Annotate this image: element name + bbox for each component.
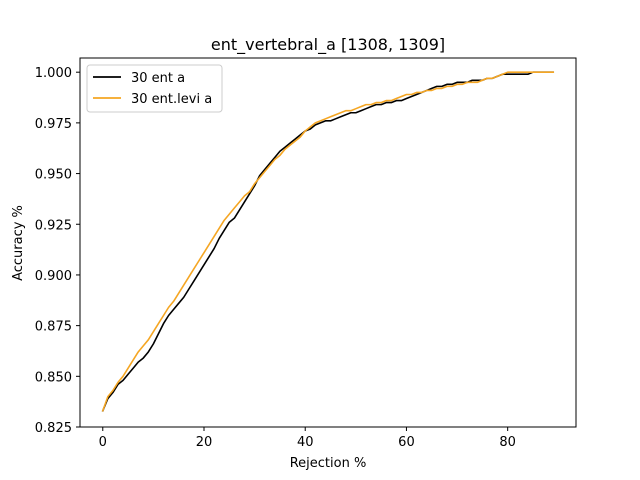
y-tick-label: 0.925 [35, 218, 72, 233]
legend-label-1: 30 ent a [131, 71, 185, 86]
series-line-2 [101, 71, 555, 412]
x-tick-label: 20 [196, 435, 213, 450]
axes-frame [79, 57, 577, 428]
x-tick-label: 80 [499, 435, 516, 450]
x-axis-label: Rejection % [290, 456, 367, 471]
x-tick-label: 60 [398, 435, 415, 450]
plot-area [101, 71, 555, 412]
legend: 30 ent a 30 ent.levi a [86, 64, 223, 113]
y-axis-label: Accuracy % [11, 205, 26, 281]
axes: 0 20 40 60 80 0.825 0.850 0.875 0.900 0.925 0.950 0… [35, 57, 577, 450]
y-tick-label: 0.875 [35, 320, 72, 335]
y-tick-label: 1.000 [35, 66, 72, 81]
x-tick-label: 0 [99, 435, 107, 450]
y-tick-label: 0.850 [35, 370, 72, 385]
legend-label-2: 30 ent.levi a [131, 92, 212, 107]
y-tick-label: 0.900 [35, 269, 72, 284]
y-tick-label: 0.975 [35, 117, 72, 132]
x-tick-label: 40 [297, 435, 314, 450]
series-line-1 [101, 71, 555, 412]
chart-title: ent_vertebral_a [1308, 1309] [211, 35, 445, 55]
y-tick-label: 0.950 [35, 168, 72, 183]
y-tick-label: 0.825 [35, 421, 72, 436]
